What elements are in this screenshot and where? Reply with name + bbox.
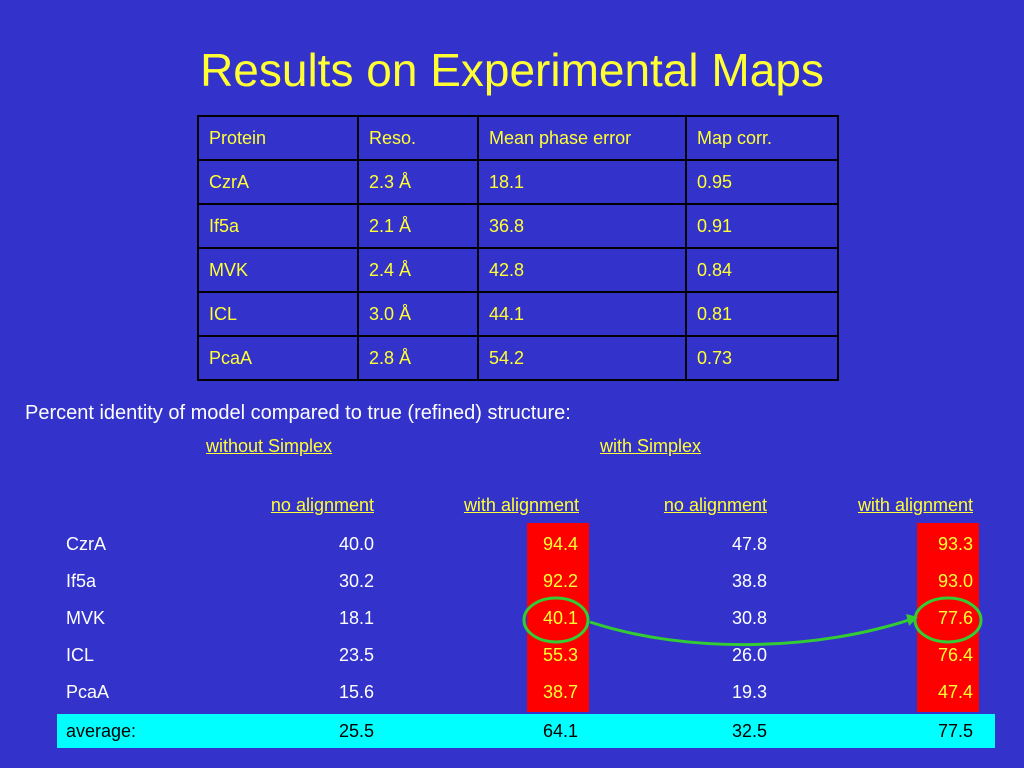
value-cell: 94.4	[542, 534, 578, 554]
results-table-cell: 42.8	[477, 247, 687, 293]
value-cell: 23.5	[338, 645, 374, 665]
value-cell: 38.8	[731, 571, 767, 591]
connecting-arrow	[589, 617, 913, 647]
row-label: ICL	[66, 645, 95, 665]
value-cell: 30.2	[338, 571, 374, 591]
results-table-header-row: Protein Reso. Mean phase error Map corr.	[197, 115, 839, 161]
results-table-cell: 2.1 Å	[357, 203, 479, 249]
average-row-bar	[57, 714, 995, 748]
row-label: If5a	[66, 571, 97, 591]
row-label: CzrA	[66, 534, 106, 554]
group-with-simplex: with Simplex	[600, 436, 702, 456]
results-table: Protein Reso. Mean phase error Map corr. Czr…	[197, 115, 839, 381]
value-cell: 55.3	[542, 645, 578, 665]
highlight-column-with-alignment-2	[917, 523, 979, 712]
results-table-cell: 0.84	[685, 247, 839, 293]
results-table-cell: 0.91	[685, 203, 839, 249]
highlight-column-with-alignment-1	[527, 523, 589, 712]
results-table-cell: ICL	[197, 291, 359, 337]
circle-mvk-with-alignment-2	[913, 596, 983, 644]
value-cell: 47.4	[937, 682, 973, 702]
results-table-cell: 0.95	[685, 159, 839, 205]
value-cell: 47.8	[731, 534, 767, 554]
average-label: average:	[66, 721, 137, 741]
value-cell: 26.0	[731, 645, 767, 665]
average-value: 77.5	[937, 721, 973, 741]
row-label: MVK	[66, 608, 106, 628]
col-header-no-alignment-1: no alignment	[270, 495, 374, 515]
results-table-header-cell: Protein	[197, 115, 359, 161]
results-table-cell: 44.1	[477, 291, 687, 337]
slide-title: Results on Experimental Maps	[200, 44, 824, 96]
identity-intro: Percent identity of model compared to tr…	[25, 402, 571, 424]
results-table-cell: 36.8	[477, 203, 687, 249]
circle-mvk-with-alignment-1	[522, 596, 590, 644]
results-table-cell: PcaA	[197, 335, 359, 381]
results-table-cell: MVK	[197, 247, 359, 293]
arrow-head	[906, 614, 918, 626]
results-table-cell: 2.3 Å	[357, 159, 479, 205]
results-table-row: If5a 2.1 Å 36.8 0.91	[197, 203, 839, 249]
average-value: 64.1	[542, 721, 578, 741]
results-table-cell: 3.0 Å	[357, 291, 479, 337]
value-cell: 77.6	[937, 608, 973, 628]
value-cell: 93.3	[937, 534, 973, 554]
results-table-cell: 2.4 Å	[357, 247, 479, 293]
results-table-cell: 54.2	[477, 335, 687, 381]
col-header-with-alignment-2: with alignment	[857, 495, 973, 515]
col-header-no-alignment-2: no alignment	[663, 495, 767, 515]
results-table-cell: CzrA	[197, 159, 359, 205]
value-cell: 92.2	[542, 571, 578, 591]
average-value: 32.5	[731, 721, 767, 741]
results-table-cell: 2.8 Å	[357, 335, 479, 381]
value-cell: 15.6	[338, 682, 374, 702]
results-table-row: CzrA 2.3 Å 18.1 0.95	[197, 159, 839, 205]
group-without-simplex: without Simplex	[206, 436, 333, 456]
value-cell: 18.1	[338, 608, 374, 628]
value-cell: 38.7	[542, 682, 578, 702]
value-cell: 19.3	[731, 682, 767, 702]
value-cell: 93.0	[937, 571, 973, 591]
value-cell: 76.4	[937, 645, 973, 665]
value-cell: 30.8	[731, 608, 767, 628]
results-table-cell: 0.81	[685, 291, 839, 337]
results-table-row: MVK 2.4 Å 42.8 0.84	[197, 247, 839, 293]
results-table-cell: If5a	[197, 203, 359, 249]
row-label: PcaA	[66, 682, 110, 702]
results-table-header-cell: Mean phase error	[477, 115, 687, 161]
results-table-header-cell: Map corr.	[685, 115, 839, 161]
results-table-header-cell: Reso.	[357, 115, 479, 161]
results-table-cell: 0.73	[685, 335, 839, 381]
results-table-cell: 18.1	[477, 159, 687, 205]
value-cell: 40.0	[338, 534, 374, 554]
value-cell: 40.1	[542, 608, 578, 628]
col-header-with-alignment-1: with alignment	[463, 495, 579, 515]
average-value: 25.5	[338, 721, 374, 741]
results-table-row: ICL 3.0 Å 44.1 0.81	[197, 291, 839, 337]
results-table-row: PcaA 2.8 Å 54.2 0.73	[197, 335, 839, 381]
